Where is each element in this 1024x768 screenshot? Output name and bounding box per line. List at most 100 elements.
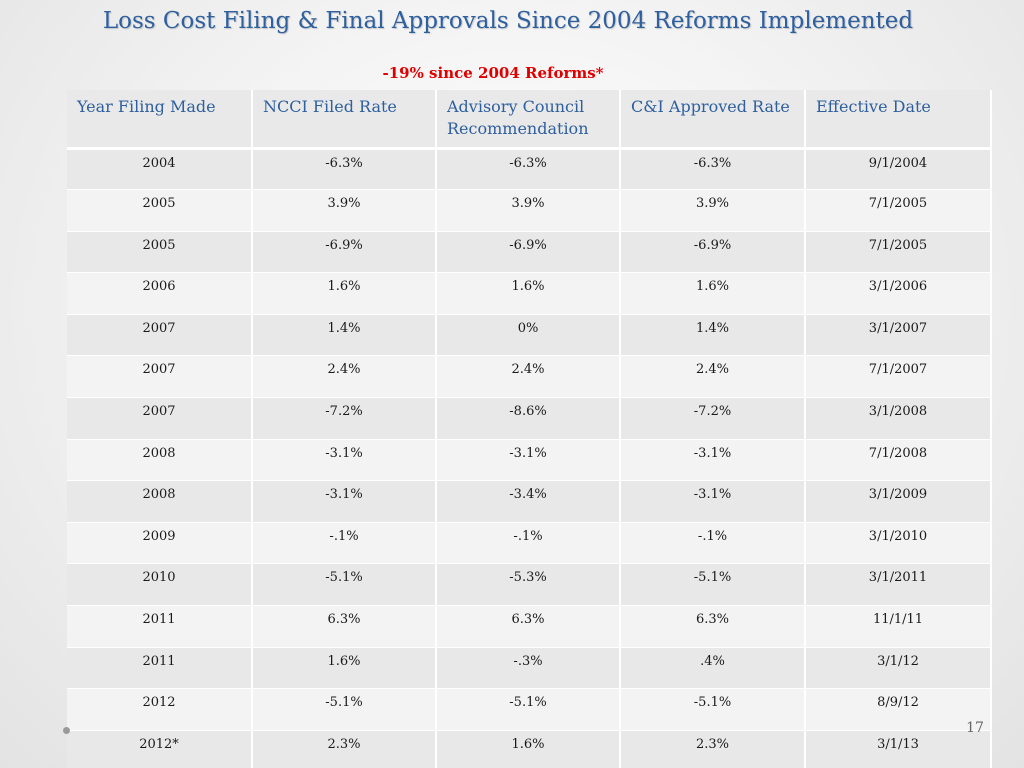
cell-approved-rate: -.1% [620,522,806,565]
cell-effective-date: 3/1/13 [805,730,992,768]
cell-effective-date: 7/1/2007 [805,355,992,399]
cell-ncci-rate: 1.6% [252,272,437,315]
cell-ncci-rate: 3.9% [252,189,437,232]
cell-advisory-rate: -6.9% [436,231,621,274]
cell-advisory-rate: 3.9% [436,189,621,232]
cell-ncci-rate: -6.3% [252,148,437,191]
cell-advisory-rate: -.3% [436,647,621,690]
cell-year: 2004 [67,148,253,191]
cell-effective-date: 8/9/12 [805,688,992,731]
slide-title: Loss Cost Filing & Final Approvals Since… [102,8,914,34]
cell-advisory-rate: 2.4% [436,355,621,399]
table-row: 2007 1.4% 0% 1.4% 3/1/2007 [67,314,992,357]
table-row: 2009 -.1% -.1% -.1% 3/1/2010 [67,522,992,565]
table-row: 2004 -6.3% -6.3% -6.3% 9/1/2004 [67,148,992,191]
cell-approved-rate: -3.1% [620,480,806,523]
cell-ncci-rate: -5.1% [252,688,437,731]
header-year-filing-made: Year Filing Made [67,90,253,150]
slide-subtitle: -19% since 2004 Reforms* [382,64,604,82]
cell-effective-date: 7/1/2008 [805,439,992,482]
table-row: 2008 -3.1% -3.1% -3.1% 7/1/2008 [67,439,992,482]
table-row: 2005 -6.9% -6.9% -6.9% 7/1/2005 [67,231,992,274]
table-row: 2012* 2.3% 1.6% 2.3% 3/1/13 [67,730,992,768]
cell-effective-date: 3/1/2008 [805,397,992,440]
cell-year: 2005 [67,189,253,232]
cell-year: 2005 [67,231,253,274]
cell-approved-rate: -6.9% [620,231,806,274]
bullet-decoration [63,727,70,734]
cell-year: 2011 [67,647,253,690]
cell-effective-date: 3/1/2009 [805,480,992,523]
cell-approved-rate: 1.6% [620,272,806,315]
cell-ncci-rate: -6.9% [252,231,437,274]
table-row: 2011 1.6% -.3% .4% 3/1/12 [67,647,992,690]
cell-ncci-rate: 1.4% [252,314,437,357]
header-ci-approved-rate: C&I Approved Rate [620,90,806,150]
cell-year: 2007 [67,314,253,357]
cell-approved-rate: 2.4% [620,355,806,399]
cell-ncci-rate: 2.3% [252,730,437,768]
cell-advisory-rate: -6.3% [436,148,621,191]
cell-year: 2006 [67,272,253,315]
cell-effective-date: 7/1/2005 [805,231,992,274]
cell-approved-rate: -7.2% [620,397,806,440]
table-row: 2010 -5.1% -5.3% -5.1% 3/1/2011 [67,563,992,607]
cell-ncci-rate: 2.4% [252,355,437,399]
cell-advisory-rate: 0% [436,314,621,357]
table-body: 2004 -6.3% -6.3% -6.3% 9/1/2004 2005 3.9% 3.9% 3… [67,148,992,768]
cell-effective-date: 7/1/2005 [805,189,992,232]
table-row: 2007 -7.2% -8.6% -7.2% 3/1/2008 [67,397,992,440]
cell-approved-rate: 3.9% [620,189,806,232]
cell-approved-rate: 2.3% [620,730,806,768]
table-row: 2012 -5.1% -5.1% -5.1% 8/9/12 [67,688,992,731]
cell-approved-rate: 6.3% [620,605,806,648]
cell-ncci-rate: -5.1% [252,563,437,607]
cell-approved-rate: .4% [620,647,806,690]
cell-advisory-rate: 1.6% [436,730,621,768]
rate-filings-table: Year Filing Made NCCI Filed Rate Advisor… [67,90,992,768]
cell-effective-date: 3/1/2010 [805,522,992,565]
cell-approved-rate: -3.1% [620,439,806,482]
cell-year: 2012* [67,730,253,768]
cell-ncci-rate: -3.1% [252,439,437,482]
cell-year: 2008 [67,439,253,482]
cell-effective-date: 3/1/2006 [805,272,992,315]
cell-advisory-rate: -8.6% [436,397,621,440]
cell-approved-rate: -5.1% [620,563,806,607]
cell-ncci-rate: -7.2% [252,397,437,440]
cell-advisory-rate: -5.1% [436,688,621,731]
cell-advisory-rate: 1.6% [436,272,621,315]
cell-year: 2011 [67,605,253,648]
cell-advisory-rate: -5.3% [436,563,621,607]
cell-effective-date: 3/1/12 [805,647,992,690]
header-advisory-council-recommendation: Advisory Council Recommendation [436,90,621,150]
rate-filings-table-container: Year Filing Made NCCI Filed Rate Advisor… [67,90,992,768]
cell-year: 2009 [67,522,253,565]
cell-effective-date: 3/1/2007 [805,314,992,357]
cell-ncci-rate: 1.6% [252,647,437,690]
table-header-row: Year Filing Made NCCI Filed Rate Advisor… [67,90,992,150]
table-row: 2008 -3.1% -3.4% -3.1% 3/1/2009 [67,480,992,523]
table-row: 2006 1.6% 1.6% 1.6% 3/1/2006 [67,272,992,315]
cell-advisory-rate: -3.4% [436,480,621,523]
cell-approved-rate: 1.4% [620,314,806,357]
cell-effective-date: 11/1/11 [805,605,992,648]
cell-approved-rate: -6.3% [620,148,806,191]
cell-year: 2010 [67,563,253,607]
cell-year: 2007 [67,355,253,399]
table-row: 2007 2.4% 2.4% 2.4% 7/1/2007 [67,355,992,399]
cell-advisory-rate: 6.3% [436,605,621,648]
cell-advisory-rate: -3.1% [436,439,621,482]
cell-advisory-rate: -.1% [436,522,621,565]
cell-year: 2008 [67,480,253,523]
cell-year: 2012 [67,688,253,731]
cell-year: 2007 [67,397,253,440]
header-effective-date: Effective Date [805,90,992,150]
cell-ncci-rate: -3.1% [252,480,437,523]
cell-effective-date: 3/1/2011 [805,563,992,607]
cell-effective-date: 9/1/2004 [805,148,992,191]
cell-approved-rate: -5.1% [620,688,806,731]
cell-ncci-rate: 6.3% [252,605,437,648]
table-row: 2005 3.9% 3.9% 3.9% 7/1/2005 [67,189,992,232]
page-number: 17 [966,720,984,736]
